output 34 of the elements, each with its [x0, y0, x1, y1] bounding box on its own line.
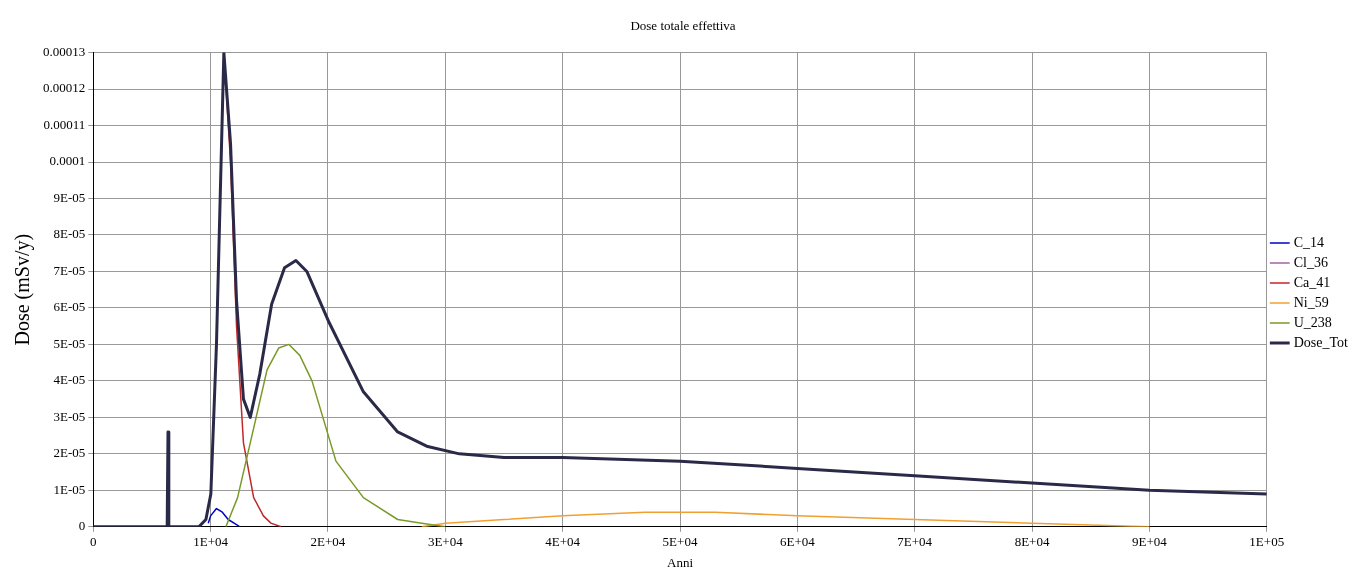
x-tick-label: 4E+04	[545, 534, 581, 550]
x-tick-label: 5E+04	[662, 534, 698, 550]
x-tick-label: 8E+04	[1014, 534, 1050, 550]
x-tick-label: 6E+04	[779, 534, 816, 550]
y-tick-label: 0.00012	[43, 80, 86, 96]
y-tick-label: 0.00011	[43, 116, 86, 132]
legend-label: Dose_Tot	[1293, 334, 1349, 350]
x-tick-label: 2E+04	[310, 534, 346, 550]
legend-label: Ca_41	[1293, 274, 1331, 290]
x-tick-label: 1E+05	[1249, 534, 1285, 550]
y-tick-label: 0	[78, 518, 86, 534]
x-tick-label: 0	[90, 534, 97, 550]
y-tick-label: 9E-05	[53, 189, 86, 205]
y-tick-label: 1E-05	[53, 481, 86, 497]
y-tick-label: 4E-05	[53, 372, 86, 388]
x-tick-label: 7E+04	[897, 534, 933, 550]
y-tick-label: 0.0001	[49, 153, 86, 169]
legend-label: Ni_59	[1293, 294, 1329, 310]
x-tick-label: 9E+04	[1132, 534, 1168, 550]
x-axis-title: Anni	[667, 554, 694, 570]
legend-label: C_14	[1293, 234, 1325, 250]
y-tick-label: 0.00013	[43, 44, 86, 60]
y-tick-label: 6E-05	[53, 299, 86, 315]
y-tick-label: 5E-05	[53, 335, 86, 351]
y-tick-label: 8E-05	[53, 226, 86, 242]
chart-title: Dose totale effettiva	[630, 18, 736, 34]
y-tick-label: 7E-05	[53, 262, 86, 278]
x-tick-label: 1E+04	[193, 534, 229, 550]
y-tick-label: 3E-05	[53, 408, 86, 424]
legend-label: U_238	[1293, 314, 1332, 330]
x-tick-label: 3E+04	[427, 534, 464, 550]
y-axis-title: Dose (mSv/y)	[11, 233, 35, 346]
y-tick-label: 2E-05	[53, 445, 86, 461]
legend-label: Cl_36	[1293, 254, 1328, 270]
